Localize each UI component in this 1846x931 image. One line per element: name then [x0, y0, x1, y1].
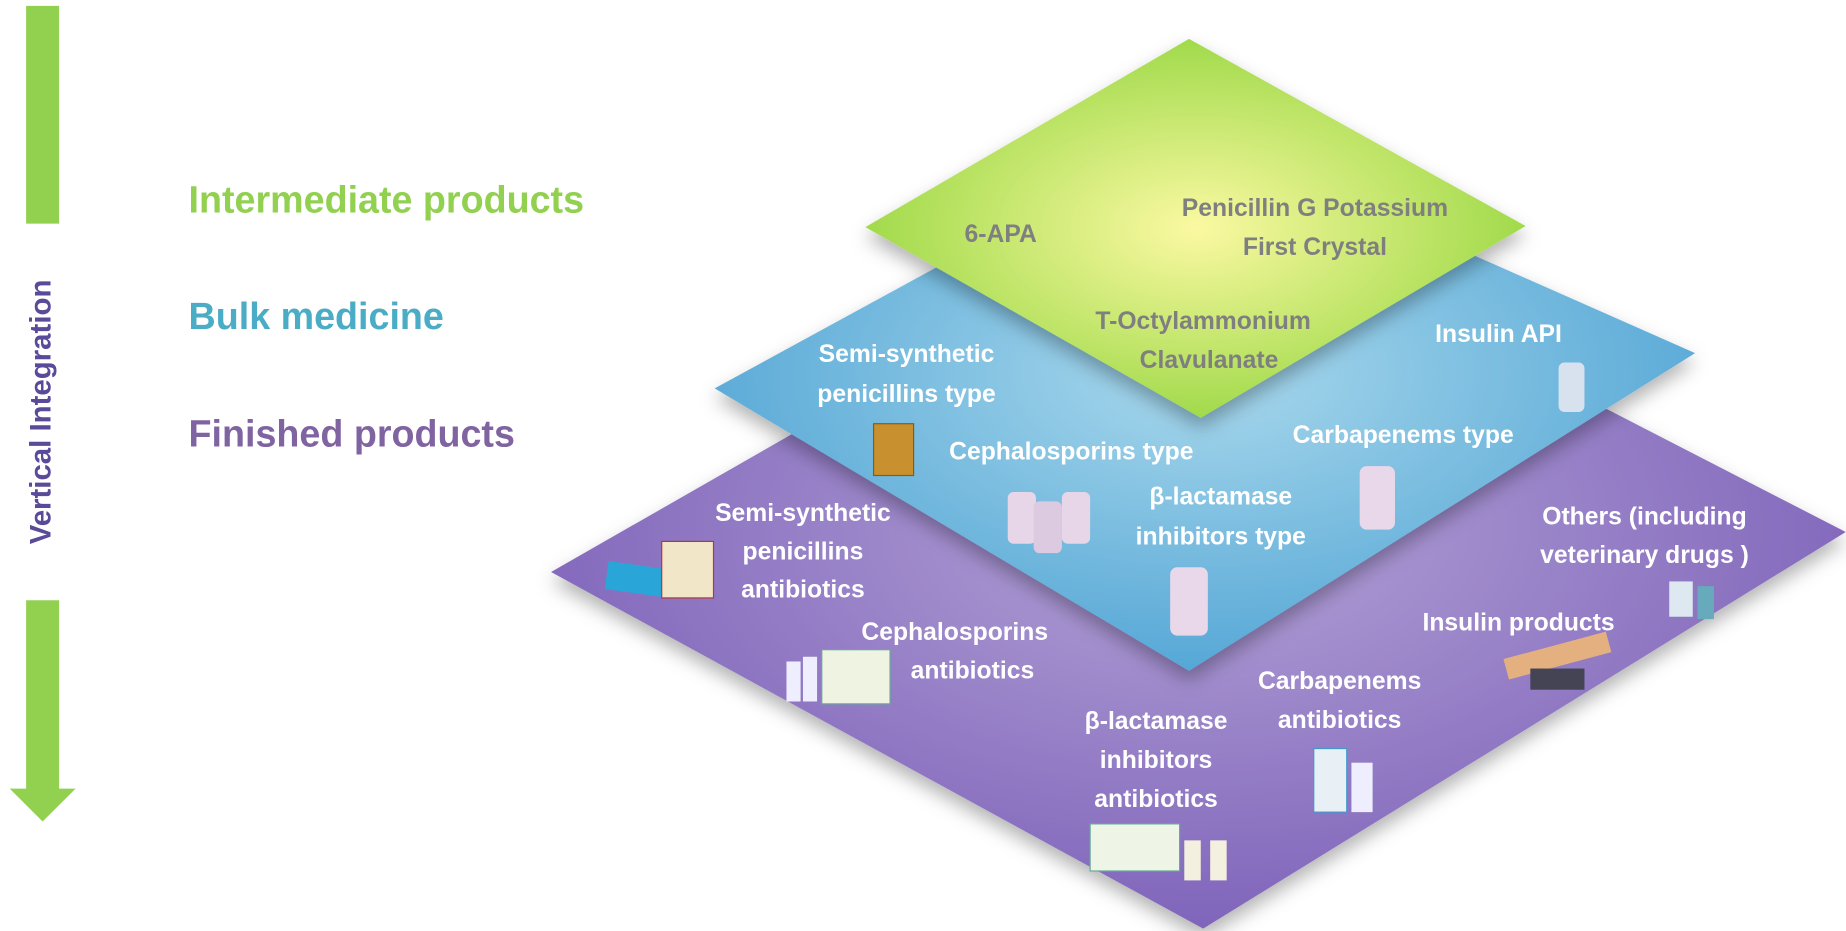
layer-label: 6-APA [965, 221, 1037, 248]
arrow-shaft [26, 5, 60, 224]
legend-item: Bulk medicine [189, 295, 444, 337]
layer-label: β-lactamase [1149, 483, 1292, 510]
layer-label: penicillins [743, 539, 864, 566]
layer-label: β-lactamase [1085, 708, 1228, 735]
vertical-label: Vertical Integration [24, 280, 57, 545]
layer-label: Cephalosporins type [949, 439, 1193, 466]
layer-intermediate [865, 38, 1526, 418]
layer-label: veterinary drugs ) [1540, 542, 1749, 569]
layer-label: Carbapenems [1258, 668, 1421, 695]
layer-label: antibiotics [911, 658, 1035, 685]
arrow-head [9, 600, 76, 822]
layer-label: Semi-synthetic [819, 341, 995, 368]
layer-label: antibiotics [1094, 786, 1218, 813]
layer-label: Semi-synthetic [715, 500, 891, 527]
layer-label: antibiotics [741, 576, 865, 603]
layer-label: Cephalosporins [861, 619, 1048, 646]
layer-label: T-Octylammonium [1095, 308, 1311, 335]
layer-label: Penicillin G Potassium [1182, 195, 1448, 222]
layer-label: penicillins type [817, 381, 995, 408]
layer-label: Insulin API [1435, 321, 1562, 348]
legend-item: Intermediate products [189, 178, 584, 220]
layer-label: Others (including [1542, 503, 1747, 530]
layer-label: inhibitors type [1136, 523, 1306, 550]
product-icons [604, 362, 1714, 881]
layer-label: Clavulanate [1140, 347, 1279, 374]
layer-label: antibiotics [1278, 707, 1402, 734]
layer-label: Insulin products [1422, 609, 1614, 636]
layer-label: inhibitors [1100, 747, 1213, 774]
layer-label: First Crystal [1243, 234, 1387, 261]
legend-item: Finished products [189, 413, 515, 455]
layer-label: Carbapenems type [1293, 422, 1514, 449]
